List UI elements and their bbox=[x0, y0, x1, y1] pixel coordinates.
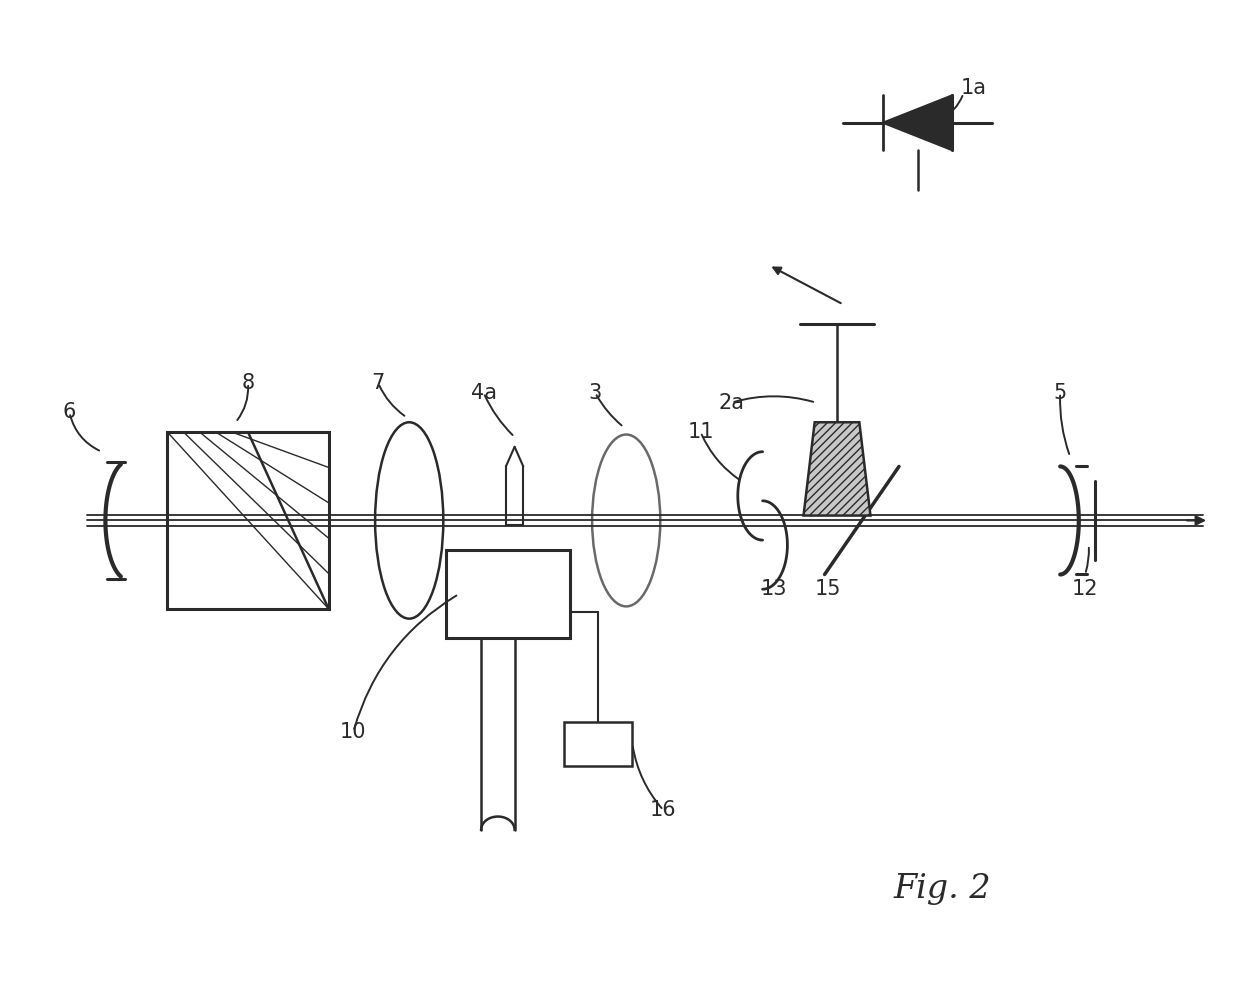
Text: Fig. 2: Fig. 2 bbox=[894, 873, 991, 904]
Text: 11: 11 bbox=[687, 422, 714, 442]
Text: 3: 3 bbox=[589, 383, 601, 403]
Bar bbox=[167, 432, 329, 609]
Bar bbox=[446, 550, 570, 638]
Bar bbox=[564, 722, 632, 766]
Polygon shape bbox=[804, 422, 870, 516]
Text: 5: 5 bbox=[1054, 383, 1066, 403]
Text: 10: 10 bbox=[340, 722, 367, 741]
Text: 8: 8 bbox=[242, 373, 254, 393]
Text: 7: 7 bbox=[372, 373, 384, 393]
Text: 4a: 4a bbox=[471, 383, 496, 403]
Polygon shape bbox=[883, 95, 952, 150]
Text: 6: 6 bbox=[63, 403, 76, 422]
Text: 13: 13 bbox=[760, 579, 787, 599]
Text: 15: 15 bbox=[815, 579, 842, 599]
Text: 2a: 2a bbox=[719, 393, 744, 412]
Text: 12: 12 bbox=[1071, 579, 1099, 599]
Text: 16: 16 bbox=[650, 800, 677, 820]
Text: 1a: 1a bbox=[961, 79, 986, 98]
